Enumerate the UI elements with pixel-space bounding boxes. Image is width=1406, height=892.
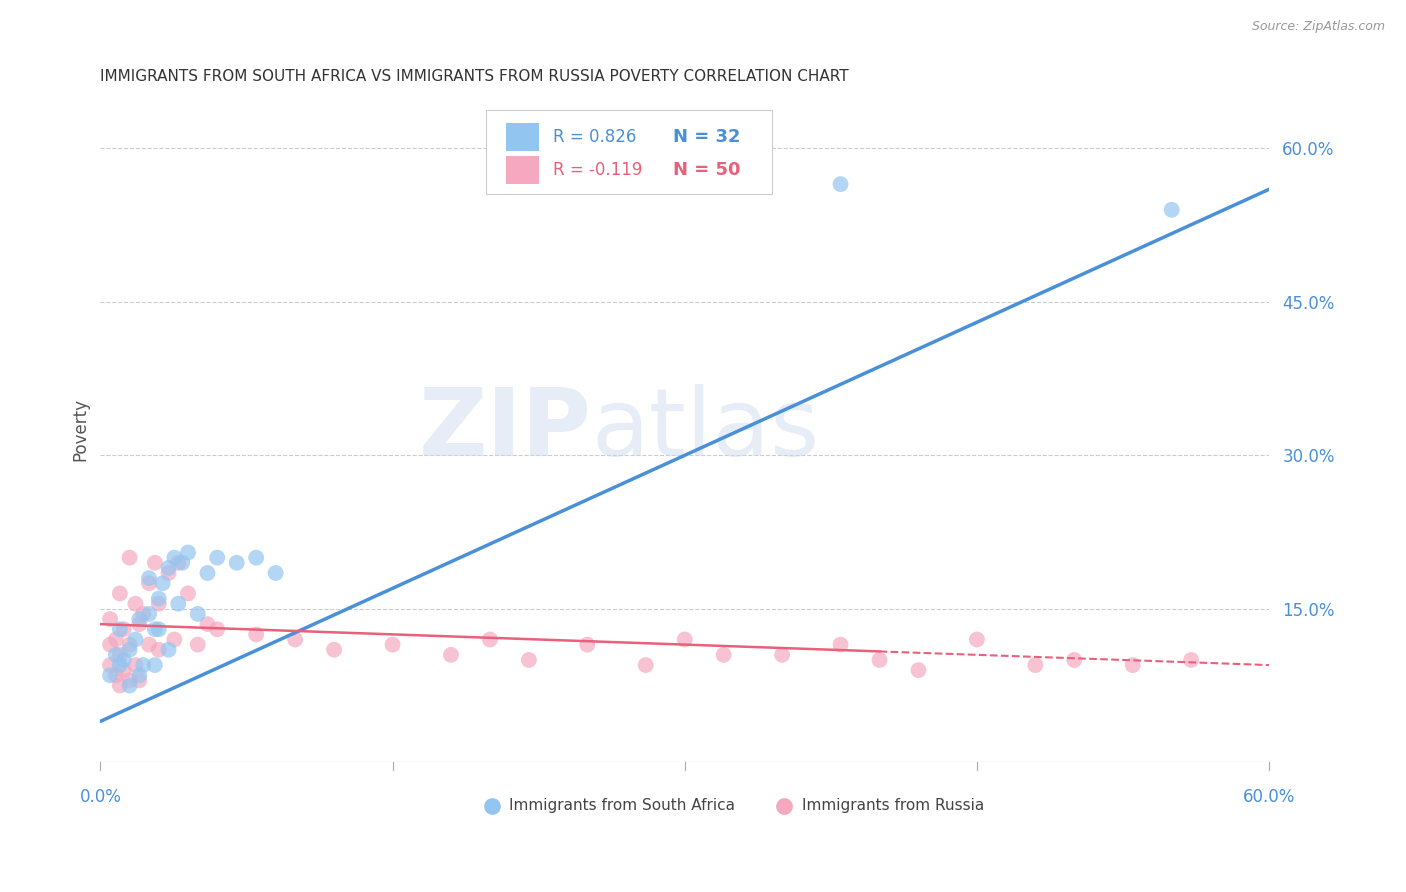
Text: 0.0%: 0.0% (79, 788, 121, 805)
Point (98, 638, 121, 652)
Point (634, 658, 657, 673)
Point (152, 576, 174, 591)
Point (148, 622, 170, 636)
Point (478, 632, 501, 647)
Point (869, 653, 891, 667)
Text: IMMIGRANTS FROM SOUTH AFRICA VS IMMIGRANTS FROM RUSSIA POVERTY CORRELATION CHART: IMMIGRANTS FROM SOUTH AFRICA VS IMMIGRAN… (100, 69, 849, 84)
Point (98, 658, 121, 673)
Point (197, 566, 219, 580)
FancyBboxPatch shape (486, 111, 772, 194)
Bar (506, 123, 538, 151)
Point (440, 648, 463, 662)
Point (108, 679, 131, 693)
Point (143, 622, 166, 636)
Text: R = -0.119: R = -0.119 (553, 161, 643, 179)
Point (381, 638, 404, 652)
Point (118, 550, 141, 565)
Point (1180, 653, 1202, 667)
Point (284, 632, 307, 647)
Point (264, 566, 287, 580)
Point (132, 607, 155, 621)
Point (104, 668, 127, 682)
Point (112, 653, 135, 667)
Y-axis label: Poverty: Poverty (72, 398, 89, 461)
Point (98, 668, 121, 682)
Point (1160, 202, 1182, 217)
Point (128, 617, 150, 632)
Point (187, 607, 209, 621)
Point (163, 550, 186, 565)
Point (118, 642, 141, 657)
Point (124, 597, 146, 611)
Text: N = 50: N = 50 (673, 161, 741, 179)
Text: Source: ZipAtlas.com: Source: ZipAtlas.com (1251, 20, 1385, 33)
Point (128, 612, 150, 626)
Point (830, 177, 852, 191)
Point (245, 627, 267, 641)
Point (108, 586, 131, 600)
Bar (506, 156, 538, 185)
Point (157, 561, 180, 575)
Point (1063, 653, 1085, 667)
Point (323, 642, 346, 657)
Point (966, 632, 988, 647)
Point (143, 556, 166, 570)
Point (148, 597, 170, 611)
Text: R = 0.826: R = 0.826 (553, 128, 636, 146)
Point (205, 622, 228, 636)
Point (118, 679, 141, 693)
Point (576, 638, 599, 652)
Point (138, 576, 160, 591)
Point (167, 556, 190, 570)
Text: atlas: atlas (591, 384, 820, 475)
Text: Immigrants from Russia: Immigrants from Russia (801, 798, 984, 813)
Point (245, 550, 267, 565)
Point (1122, 658, 1144, 673)
Point (118, 638, 141, 652)
Point (128, 673, 150, 688)
Text: 60.0%: 60.0% (1243, 788, 1295, 805)
Point (157, 566, 180, 580)
Point (124, 632, 146, 647)
Point (138, 571, 160, 585)
Point (1024, 658, 1046, 673)
Text: Immigrants from South Africa: Immigrants from South Africa (509, 798, 735, 813)
Point (143, 658, 166, 673)
Point (148, 642, 170, 657)
Point (118, 673, 141, 688)
Point (907, 663, 929, 677)
Point (98, 612, 121, 626)
Point (148, 591, 170, 606)
Text: ZIP: ZIP (419, 384, 591, 475)
Point (713, 648, 735, 662)
Point (770, 648, 793, 662)
Point (673, 632, 696, 647)
Point (138, 638, 160, 652)
Point (197, 617, 219, 632)
Point (138, 607, 160, 621)
Point (187, 638, 209, 652)
Point (108, 622, 131, 636)
Point (830, 638, 852, 652)
Point (157, 642, 180, 657)
Point (163, 632, 186, 647)
Point (112, 622, 135, 636)
Point (177, 545, 200, 559)
Point (108, 658, 131, 673)
Point (108, 648, 131, 662)
Point (177, 586, 200, 600)
Point (205, 550, 228, 565)
Point (132, 658, 155, 673)
Point (517, 653, 540, 667)
Point (104, 632, 127, 647)
Point (167, 597, 190, 611)
Point (124, 658, 146, 673)
Point (172, 556, 194, 570)
Text: N = 32: N = 32 (673, 128, 741, 146)
Point (104, 648, 127, 662)
Point (225, 556, 247, 570)
Point (112, 663, 135, 677)
Point (128, 668, 150, 682)
